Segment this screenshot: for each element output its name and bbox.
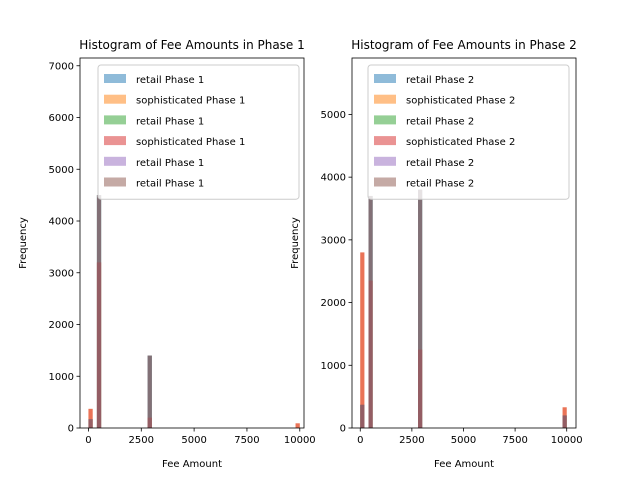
chart-panel-1: 0 2500 5000 7500 10000 0 1000 2000 3000 4000 5000 6… (18, 38, 316, 470)
legend-label-4: sophisticated Phase 1 (136, 137, 245, 148)
bar-s6-4 (562, 415, 567, 428)
bar-s4-1 (88, 408, 93, 428)
x-axis-label: Fee Amount (434, 459, 494, 470)
x-axis-label: Fee Amount (162, 459, 222, 470)
axes-frame (351, 57, 577, 429)
legend-label-1: retail Phase 1 (136, 75, 204, 86)
legend-swatch-6 (104, 177, 126, 187)
x-tick-label: 10000 (284, 435, 316, 446)
bar-s6-3 (147, 355, 152, 428)
chart-title: Histogram of Fee Amounts in Phase 1 (79, 38, 305, 52)
legend-swatch-4 (374, 136, 396, 146)
y-tick-label: 0 (340, 424, 346, 435)
legend-swatch-3 (104, 115, 126, 125)
legend-swatch-6 (374, 177, 396, 187)
legend-swatch-5 (104, 156, 126, 166)
y-tick-label: 1000 (49, 372, 74, 383)
bar-s6-2 (368, 195, 373, 428)
legend-swatch-4 (104, 136, 126, 146)
axes-frame (79, 57, 305, 429)
bar-s6-1 (88, 419, 93, 428)
bars-group (88, 195, 300, 428)
y-tick-label: 0 (68, 424, 74, 435)
legend-swatch-3 (374, 115, 396, 125)
x-tick-label: 7500 (502, 435, 527, 446)
x-tick-label: 0 (85, 435, 91, 446)
bar-s6-3 (418, 189, 423, 428)
y-tick-label: 1000 (321, 361, 346, 372)
y-tick-label: 3000 (321, 235, 346, 246)
y-tick-label: 4000 (49, 217, 74, 228)
legend-label-2: sophisticated Phase 1 (136, 96, 245, 107)
y-tick-label: 5000 (321, 110, 346, 121)
x-tick-label: 5000 (451, 435, 476, 446)
y-tick-label: 2000 (321, 298, 346, 309)
y-tick-label: 5000 (49, 165, 74, 176)
legend-swatch-2 (374, 94, 396, 104)
x-tick-label: 10000 (551, 435, 583, 446)
legend-label-3: retail Phase 2 (406, 116, 474, 127)
x-tick-label: 2500 (399, 435, 424, 446)
x-tick-label: 2500 (129, 435, 154, 446)
legend: retail Phase 2 sophisticated Phase 2 retai… (367, 64, 570, 200)
legend-label-4: sophisticated Phase 2 (406, 137, 515, 148)
chart-panel-2: 0 2500 5000 7500 10000 0 1000 2000 3000 4000 5000 H… (290, 38, 583, 470)
bar-s4-1 (360, 252, 365, 428)
y-tick-label: 3000 (49, 268, 74, 279)
legend-swatch-1 (374, 74, 396, 83)
bar-s6-2 (96, 195, 102, 428)
legend-box (97, 64, 300, 200)
x-tick-label: 5000 (181, 435, 206, 446)
legend-label-6: retail Phase 1 (136, 179, 204, 190)
y-tick-label: 2000 (49, 320, 74, 331)
legend-label-5: retail Phase 2 (406, 158, 474, 169)
y-tick-label: 6000 (49, 113, 74, 124)
legend-label-1: retail Phase 2 (406, 75, 474, 86)
legend-label-2: sophisticated Phase 2 (406, 96, 515, 107)
y-tick-label: 4000 (321, 173, 346, 184)
x-tick-label: 7500 (234, 435, 259, 446)
chart-title: Histogram of Fee Amounts in Phase 2 (351, 38, 577, 52)
legend-label-3: retail Phase 1 (136, 116, 204, 127)
legend-swatch-1 (104, 74, 126, 83)
x-tick-label: 0 (357, 435, 363, 446)
y-tick-label: 7000 (49, 61, 74, 72)
legend-label-5: retail Phase 1 (136, 158, 204, 169)
y-axis-label: Frequency (290, 217, 301, 269)
bar-s6-1 (360, 404, 365, 428)
legend: retail Phase 1 sophisticated Phase 1 retai… (97, 64, 300, 200)
legend-swatch-5 (374, 156, 396, 166)
legend-box (367, 64, 570, 200)
y-axis-label: Frequency (18, 217, 29, 269)
bars-group (360, 189, 567, 428)
legend-swatch-2 (104, 94, 126, 104)
bar-s4-4 (295, 423, 300, 428)
legend-label-6: retail Phase 2 (406, 179, 474, 190)
